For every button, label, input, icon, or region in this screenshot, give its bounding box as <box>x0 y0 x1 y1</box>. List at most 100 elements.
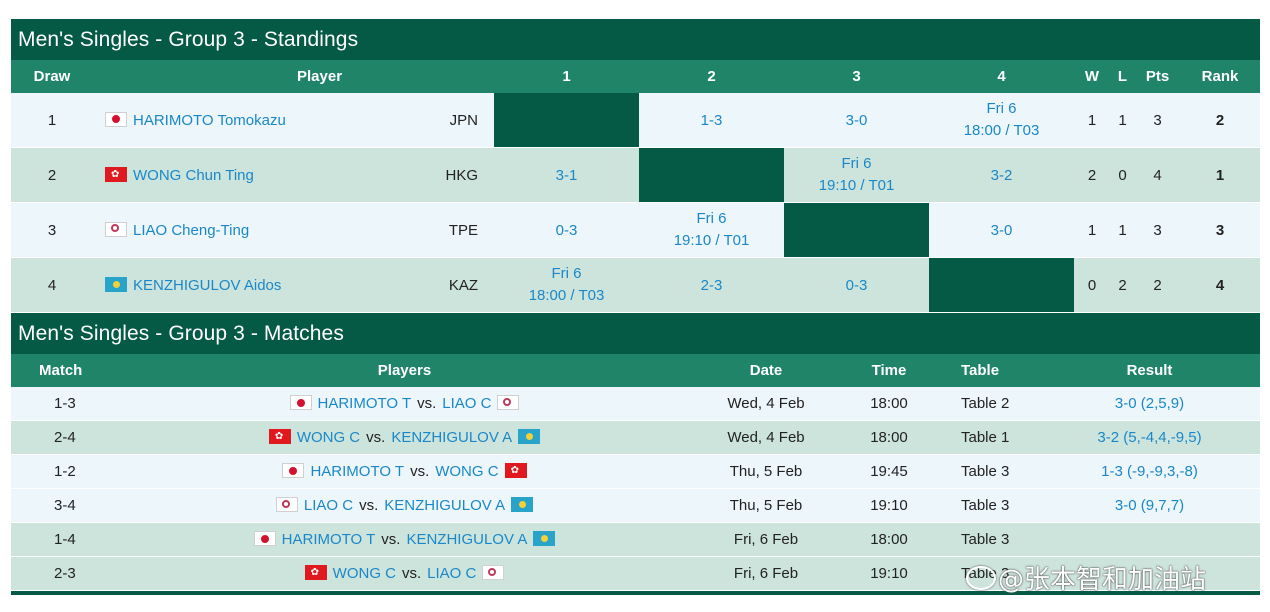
player-link[interactable]: WONG C <box>332 565 396 582</box>
match-table: Table 3 <box>939 488 1039 523</box>
match-result-link[interactable]: 3-1 <box>494 147 640 203</box>
rank: 2 <box>1180 93 1261 148</box>
match-result-link[interactable]: 3-2 <box>929 147 1075 203</box>
header-player: Player <box>93 60 495 93</box>
match-result-link[interactable] <box>1039 522 1260 557</box>
kazakhstan-flag-icon <box>518 429 541 444</box>
vs-label: vs. <box>366 429 386 446</box>
header-col-3: 3 <box>784 60 930 93</box>
match-time: 19:10 <box>839 488 939 523</box>
player-cell: KENZHIGULOV Aidos <box>93 257 315 313</box>
player-link[interactable]: WONG C <box>435 463 499 480</box>
player-link[interactable]: KENZHIGULOV A <box>406 531 528 548</box>
player-link[interactable]: LIAO C <box>303 497 354 514</box>
hong-kong-flag-icon <box>268 429 291 444</box>
match-result-link[interactable]: 3-2 (5,-4,4,-9,5) <box>1039 420 1260 455</box>
losses: 0 <box>1110 147 1136 203</box>
kazakhstan-flag-icon <box>105 276 127 292</box>
header-draw: Draw <box>11 60 93 93</box>
schedule-day: Fri 6 <box>841 155 872 172</box>
vs-label: vs. <box>410 463 430 480</box>
players-cell: LIAO C vs. KENZHIGULOV A <box>116 488 693 523</box>
schedule-time-table: 18:00 / T03 <box>963 122 1040 139</box>
match-row: 3-4 LIAO C vs. KENZHIGULOV A Thu, 5 Feb 19… <box>11 488 1260 523</box>
standings-title: Men's Singles - Group 3 - Standings <box>11 19 1260 60</box>
match-result-link[interactable]: 2-3 <box>639 257 785 313</box>
match-result-link[interactable]: 3-0 (9,7,7) <box>1039 488 1260 523</box>
match-id: 1-2 <box>11 454 116 489</box>
match-result-link[interactable]: 3-0 <box>784 93 930 148</box>
hong-kong-flag-icon <box>504 463 527 478</box>
match-result-link[interactable]: 0-3 <box>494 202 640 258</box>
match-date: Wed, 4 Feb <box>693 420 839 455</box>
points: 3 <box>1135 93 1181 148</box>
match-time: 18:00 <box>839 522 939 557</box>
match-result-link[interactable] <box>1039 556 1260 591</box>
header-wins: W <box>1074 60 1111 93</box>
scheduled-match-link[interactable]: Fri 6 19:10 / T01 <box>784 147 930 203</box>
player-link[interactable]: LIAO C <box>427 565 477 582</box>
scheduled-match-link[interactable]: Fri 6 19:10 / T01 <box>639 202 785 258</box>
player-link[interactable]: HARIMOTO Tomokazu <box>133 111 286 129</box>
wins: 0 <box>1074 257 1111 313</box>
player-link[interactable]: LIAO Cheng-Ting <box>133 221 250 239</box>
standings-table: Draw Player 1 2 3 4 W L Pts Rank 1 HARIM… <box>11 60 1261 313</box>
header-col-1: 1 <box>494 60 640 93</box>
rank: 4 <box>1180 257 1261 313</box>
header-points: Pts <box>1135 60 1181 93</box>
match-table: Table 2 <box>939 387 1039 421</box>
player-link[interactable]: LIAO C <box>442 395 492 412</box>
vs-label: vs. <box>401 565 422 582</box>
header-date: Date <box>693 354 839 387</box>
match-row: 1-4 HARIMOTO T vs. KENZHIGULOV A Fri, 6 Fe… <box>11 522 1260 557</box>
player-link[interactable]: HARIMOTO T <box>310 463 405 480</box>
match-time: 18:00 <box>839 387 939 421</box>
header-table: Table <box>939 354 1039 387</box>
self-match-cell <box>494 93 640 148</box>
player-link[interactable]: HARIMOTO T <box>281 531 376 548</box>
match-id: 2-4 <box>11 420 116 455</box>
vs-label: vs. <box>417 395 437 412</box>
match-result-link[interactable]: 1-3 (-9,-9,3,-8) <box>1039 454 1260 489</box>
match-result-link[interactable]: 3-0 <box>929 202 1075 258</box>
players-cell: HARIMOTO T vs. LIAO C <box>116 387 693 421</box>
player-link[interactable]: WONG C <box>296 429 361 446</box>
rank: 1 <box>1180 147 1261 203</box>
players-cell: WONG C vs. LIAO C <box>116 556 693 591</box>
player-link[interactable]: HARIMOTO T <box>317 395 412 412</box>
players-cell: HARIMOTO T vs. WONG C <box>116 454 693 489</box>
match-result-link[interactable]: 1-3 <box>639 93 785 148</box>
schedule-day: Fri 6 <box>986 100 1017 117</box>
scheduled-match-link[interactable]: Fri 6 18:00 / T03 <box>929 93 1075 148</box>
scheduled-match-link[interactable]: Fri 6 18:00 / T03 <box>494 257 640 313</box>
header-col-4: 4 <box>929 60 1075 93</box>
standings-row: 4 KENZHIGULOV Aidos KAZ Fri 6 18:00 / T03… <box>11 257 1261 313</box>
nationality: TPE <box>315 202 495 258</box>
player-link[interactable]: KENZHIGULOV A <box>391 429 513 446</box>
player-link[interactable]: KENZHIGULOV Aidos <box>133 276 282 294</box>
player-link[interactable]: WONG Chun Ting <box>133 166 254 184</box>
japan-flag-icon <box>105 111 127 127</box>
points: 2 <box>1135 257 1181 313</box>
match-date: Thu, 5 Feb <box>693 488 839 523</box>
match-time: 18:00 <box>839 420 939 455</box>
wins: 1 <box>1074 202 1111 258</box>
wins: 2 <box>1074 147 1111 203</box>
japan-flag-icon <box>253 531 276 546</box>
losses: 1 <box>1110 93 1136 148</box>
schedule-time-table: 18:00 / T03 <box>528 287 605 304</box>
match-result-link[interactable]: 0-3 <box>784 257 930 313</box>
match-date: Wed, 4 Feb <box>693 387 839 421</box>
vs-label: vs. <box>381 531 401 548</box>
header-col-2: 2 <box>639 60 785 93</box>
rank: 3 <box>1180 202 1261 258</box>
bottom-bar <box>11 591 1260 595</box>
match-row: 2-3 WONG Cvs.LIAO C Fri, 6 Feb 19:10 Tab… <box>11 556 1260 591</box>
japan-flag-icon <box>289 395 312 410</box>
vs-label: vs. <box>359 497 379 514</box>
match-id: 2-3 <box>11 556 116 591</box>
match-result-link[interactable]: 3-0 (2,5,9) <box>1039 387 1260 421</box>
player-link[interactable]: KENZHIGULOV A <box>384 497 506 514</box>
players-cell: WONG C vs. KENZHIGULOV A <box>116 420 693 455</box>
schedule-time-table: 19:10 / T01 <box>818 177 895 194</box>
